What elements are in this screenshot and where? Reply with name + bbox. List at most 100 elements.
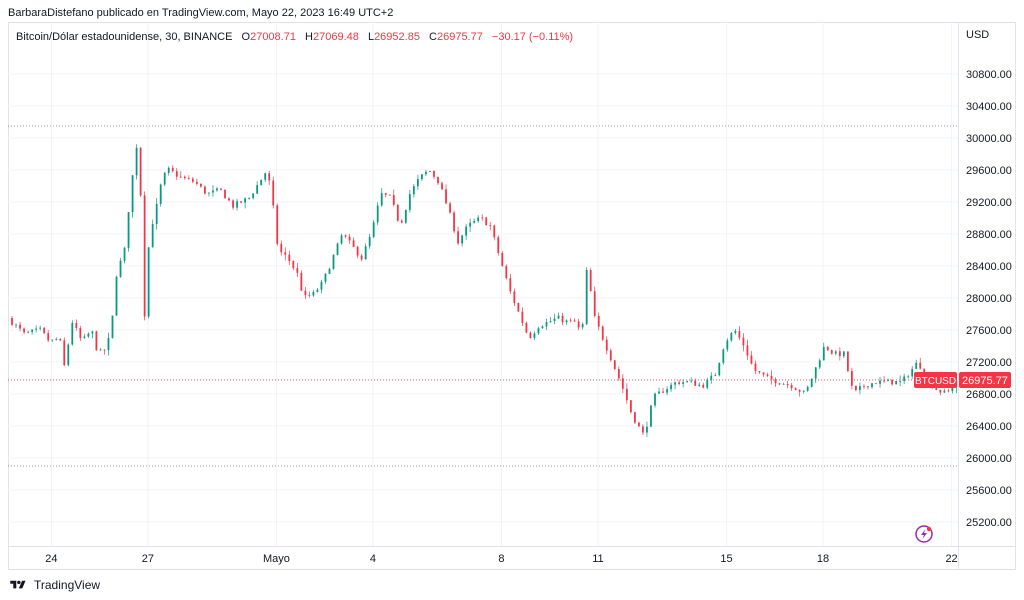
candle [818,358,821,370]
candle [682,379,685,388]
candle [867,386,869,390]
candle [561,312,564,326]
candle [461,234,464,247]
flash-icon[interactable] [915,525,933,543]
candle [834,349,837,356]
candle [175,167,178,181]
x-tick-label: 15 [720,553,732,565]
candle [264,172,267,182]
x-tick-label: 22 [945,553,957,565]
candle [99,347,102,351]
candle [903,373,906,385]
ohlc-legend: Bitcoin/Dólar estadounidense, 30, BINANC… [16,31,579,43]
candle [698,382,701,388]
candle [75,319,78,331]
candle [63,337,66,367]
candle [549,317,552,323]
y-tick-label: 30400.00 [966,101,1012,113]
candle [340,233,343,245]
candle [666,386,668,396]
candle [308,291,311,298]
candle [513,288,516,306]
publisher-line: BarbaraDistefano publicado en TradingVie… [8,7,394,19]
y-tick-label: 30000.00 [966,133,1012,145]
candles [11,144,958,437]
candle [208,192,210,197]
candle [947,388,950,393]
candle [790,382,793,391]
candle [525,321,528,334]
candle [863,384,865,390]
candle [19,321,21,332]
candle [43,327,46,335]
candle [187,175,190,180]
candle [581,322,584,330]
candle [95,330,98,351]
candle [573,318,576,322]
candle [710,372,713,384]
candle [396,203,399,222]
candle [199,183,202,188]
candle [678,379,681,386]
candle [915,359,918,369]
candle [372,220,375,239]
x-tick-label: 27 [142,553,154,565]
candle [380,187,383,207]
footer-brand[interactable]: TradingView [8,578,100,592]
candle [244,197,246,209]
candle [115,275,118,317]
candle [11,316,13,327]
candle [477,215,480,223]
candle [107,332,110,356]
candle [416,174,419,190]
time-axis[interactable]: 24 27 Mayo 4 8 11 15 18 22 [8,546,1016,566]
candle [674,381,676,390]
candle [425,169,427,176]
y-tick-label: 25200.00 [966,517,1012,529]
candle [798,389,801,397]
candle [943,388,946,394]
candle [316,287,319,293]
candle [481,214,484,221]
candle [360,253,363,262]
candle [646,421,648,437]
x-tick-label: Mayo [263,553,290,565]
candle [722,348,725,365]
candle [489,221,492,231]
candle [151,219,154,248]
candle [766,372,769,378]
candle [364,243,367,260]
ticker-badge: BTCUSD [914,371,957,388]
high-key: H [305,31,313,43]
candle [537,326,540,336]
candle [280,240,283,256]
candle [312,289,315,297]
y-tick-label: 28800.00 [966,229,1012,241]
candle [774,377,777,387]
svg-text:BTCUSD: BTCUSD [915,376,956,387]
reference-lines [8,125,958,467]
candle [404,209,407,225]
candle [328,267,331,274]
candle [256,181,259,194]
candle [408,190,411,213]
candle [726,338,729,352]
candle [119,257,122,278]
candle [131,175,134,218]
candle [260,179,263,186]
candle [111,315,114,339]
x-tick-label: 24 [45,553,57,565]
open-key: O [241,31,251,43]
candle [228,197,230,202]
candle [87,332,90,338]
candle [569,318,572,323]
candle [485,216,488,226]
grid-lines [8,22,958,546]
candle [553,313,556,325]
candle [47,330,50,343]
change-value: −30.17 (−0.11%) [491,31,574,43]
price-axis[interactable]: USD 25200.00 25600.00 26000.00 26400.00 26800… [958,22,1012,569]
candle [613,360,616,371]
candle [629,399,632,414]
